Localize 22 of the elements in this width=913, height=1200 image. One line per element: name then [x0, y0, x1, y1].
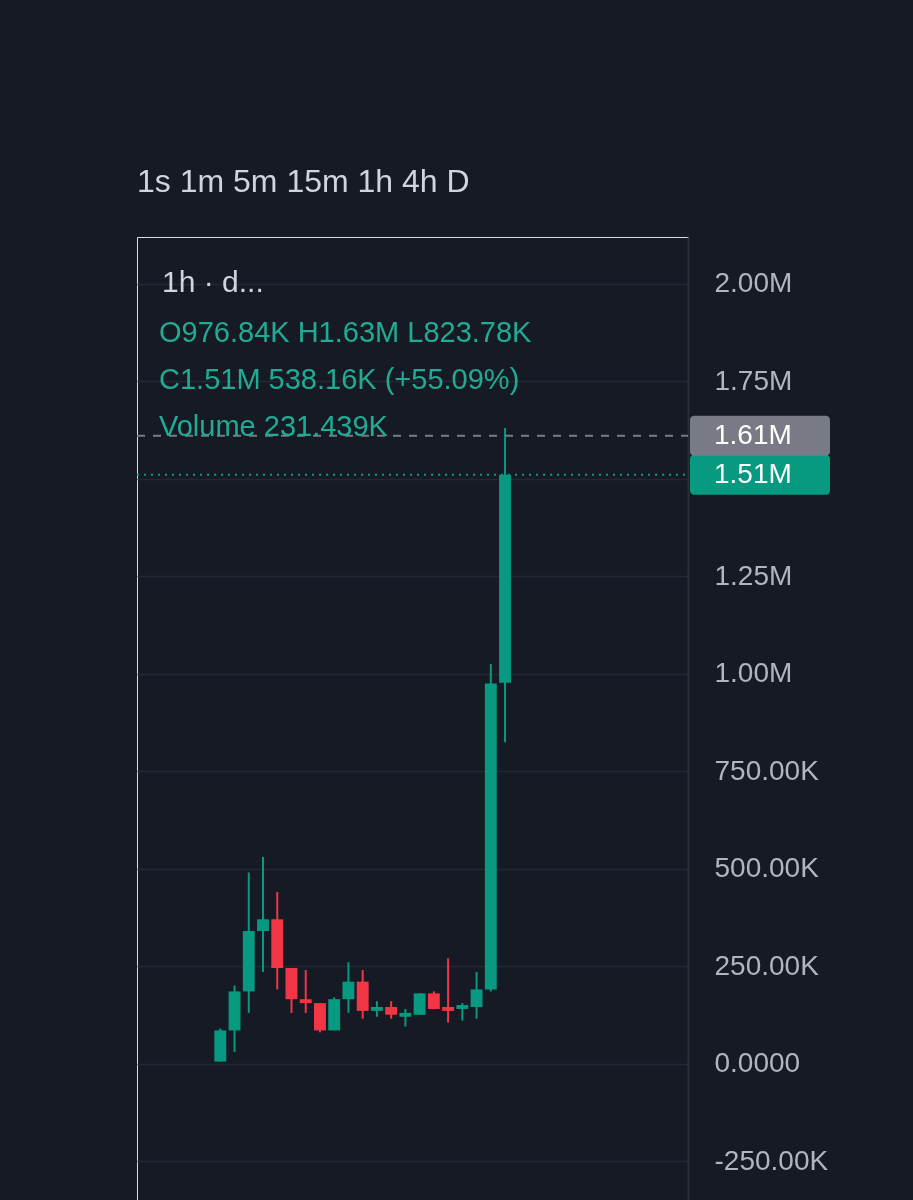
candlestick: [413, 992, 426, 1016]
annotation: O976.84K H1.63M L823.78K: [159, 316, 533, 348]
ref-line-label: 1.61M: [714, 418, 792, 450]
text: 1s 1m 5m 15m 1h 4h D: [137, 163, 470, 199]
y-tick-label: 1.00M: [714, 657, 793, 689]
candlestick: [299, 968, 312, 1014]
ref-line-label: 1.51M: [714, 457, 792, 489]
y-tick-label: -250.00K: [714, 1144, 829, 1176]
candlestick: [342, 961, 355, 1014]
y-tick-label: 750.00K: [714, 754, 820, 786]
y-tick-label: 500.00K: [714, 852, 820, 884]
text: 1h · d...: [162, 265, 264, 298]
y-tick-label: 250.00K: [714, 949, 820, 981]
candlestick: [470, 970, 483, 1020]
candlestick: [442, 957, 455, 1024]
candlestick: [257, 855, 269, 973]
annotation: Volume 231.439K: [159, 410, 389, 442]
y-tick-label: 2.00M: [714, 267, 793, 299]
annotation: C1.51M 538.16K (+55.09%): [159, 363, 520, 395]
y-tick-label: 1.75M: [714, 364, 793, 396]
y-tick-label: 0.0000: [714, 1047, 801, 1079]
y-tick-label: 1.25M: [714, 559, 793, 591]
